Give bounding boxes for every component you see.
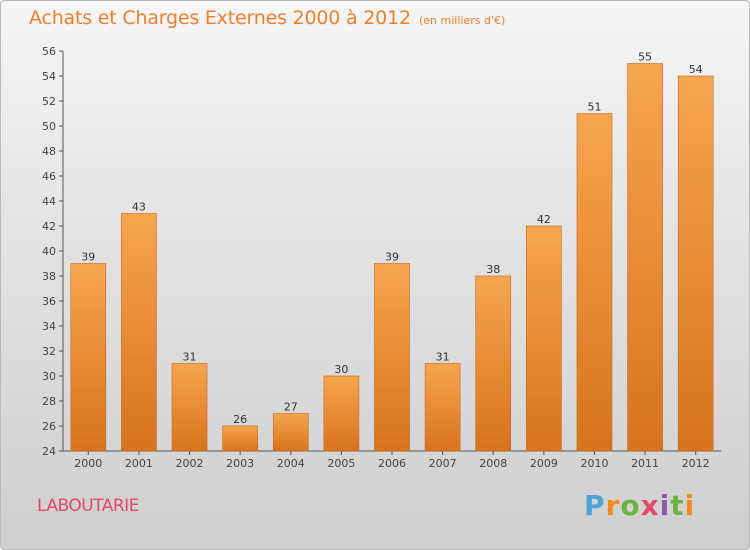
bar-value-label: 51 [587,101,601,114]
y-tick-label: 46 [42,170,56,183]
y-tick-label: 30 [42,370,56,383]
bar-value-label: 38 [486,263,500,276]
x-tick-label: 2002 [176,457,204,470]
bar-2001 [121,213,157,452]
bar-2002 [171,363,208,452]
logo-letter: P [584,489,606,522]
y-tick-label: 34 [42,320,56,333]
bar-value-label: 26 [233,413,247,426]
bar-2005 [323,375,360,452]
logo-letter: i [684,489,696,522]
bar-2003 [222,425,258,452]
y-tick-label: 38 [42,270,56,283]
commune-name: LABOUTARIE [37,496,139,516]
bar-value-label: 27 [284,401,298,414]
bar-2012 [677,75,714,452]
bar-2008 [475,275,512,452]
logo-letter: o [620,489,641,522]
logo-letter: t [670,489,685,522]
chart-title: Achats et Charges Externes 2000 à 2012 [29,7,411,29]
x-tick-label: 2008 [479,457,507,470]
bar-2006 [374,263,410,452]
logo-letter: i [659,489,671,522]
y-tick-label: 28 [42,395,56,408]
y-tick-label: 48 [42,145,56,158]
y-tick-label: 24 [42,445,56,458]
x-tick-label: 2005 [327,457,355,470]
bar-2009 [526,225,562,452]
y-tick-label: 36 [42,295,56,308]
x-tick-label: 2001 [125,457,153,470]
bar-value-label: 55 [638,51,652,64]
x-tick-label: 2004 [277,457,305,470]
x-tick-label: 2003 [226,457,254,470]
proxiti-logo: Proxiti [584,489,695,522]
bar-2011 [627,63,663,452]
y-tick-label: 44 [42,195,56,208]
y-tick-label: 40 [42,245,56,258]
x-tick-label: 2009 [530,457,558,470]
y-tick-label: 54 [42,70,56,83]
bar-value-label: 30 [334,363,348,376]
y-tick-label: 56 [42,45,56,58]
x-tick-label: 2007 [429,457,457,470]
y-tick-label: 42 [42,220,56,233]
bar-value-label: 39 [81,251,95,264]
y-tick-label: 52 [42,95,56,108]
chart-subtitle: (en milliers d'€) [419,14,506,27]
x-tick-label: 2010 [580,457,608,470]
y-tick-label: 32 [42,345,56,358]
bar-2007 [424,363,461,452]
x-tick-label: 2011 [631,457,659,470]
x-tick-label: 2000 [74,457,102,470]
x-tick-label: 2006 [378,457,406,470]
bar-value-label: 43 [132,201,146,214]
bar-value-label: 54 [689,63,703,76]
bar-value-label: 31 [436,351,450,364]
bar-2004 [272,413,309,452]
y-tick-label: 26 [42,420,56,433]
logo-letter: r [605,489,621,522]
bar-2000 [70,263,107,452]
x-tick-label: 2012 [682,457,710,470]
logo-letter: x [640,489,660,522]
bar-value-label: 39 [385,251,399,264]
bar-value-label: 31 [183,351,197,364]
bar-value-label: 42 [537,213,551,226]
bar-2010 [576,113,613,452]
y-tick-label: 50 [42,120,56,133]
